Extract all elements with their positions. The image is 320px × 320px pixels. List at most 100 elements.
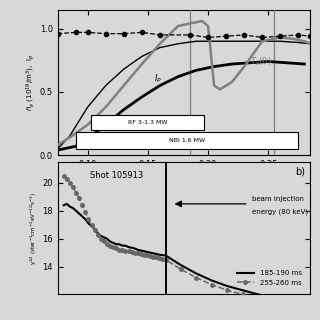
185-190 ms [130,246,133,250]
185-190 ms [105,237,109,241]
255-260 ms [241,292,244,296]
255-260 ms [225,288,229,292]
255-260 ms [124,249,127,253]
Text: $I_P$: $I_P$ [154,73,162,85]
255-260 ms [161,257,164,261]
185-190 ms [151,252,155,255]
255-260 ms [133,251,137,254]
185-190 ms [225,284,229,288]
255-260 ms [108,244,112,248]
185-190 ms [68,205,72,209]
185-190 ms [84,217,87,221]
Bar [91,115,204,130]
185-190 ms [271,295,275,299]
185-190 ms [302,300,306,303]
255-260 ms [99,237,103,241]
185-190 ms [142,249,146,253]
Text: beam injection: beam injection [252,196,304,203]
185-190 ms [256,292,260,296]
255-260 ms [96,233,100,236]
185-190 ms [111,241,115,245]
Legend: 185-190 ms, 255-260 ms: 185-190 ms, 255-260 ms [234,267,304,288]
185-190 ms [117,242,121,246]
Line: 255-260 ms: 255-260 ms [62,174,306,307]
185-190 ms [80,214,84,218]
185-190 ms [120,244,124,248]
255-260 ms [210,283,214,287]
255-260 ms [195,276,198,280]
255-260 ms [145,253,149,257]
255-260 ms [142,253,146,257]
255-260 ms [287,301,291,305]
185-190 ms [90,224,93,228]
Text: Shot 105913: Shot 105913 [91,171,144,180]
185-190 ms [161,253,164,257]
Bar [76,132,298,149]
255-260 ms [77,196,81,200]
255-260 ms [157,256,161,260]
255-260 ms [256,295,260,299]
185-190 ms [93,227,97,231]
X-axis label: TIME  (sec): TIME (sec) [157,174,211,185]
185-190 ms [139,249,143,252]
Y-axis label: $\bar{n}_e$ (10$^{19}$/m$^3$),  I$_P$: $\bar{n}_e$ (10$^{19}$/m$^3$), I$_P$ [25,54,37,111]
185-190 ms [133,246,137,250]
185-190 ms [62,203,66,207]
255-260 ms [120,248,124,252]
255-260 ms [117,248,121,252]
255-260 ms [154,256,158,260]
Text: energy (80 keV): energy (80 keV) [252,209,308,215]
255-260 ms [105,242,109,246]
255-260 ms [90,223,93,227]
185-190 ms [99,234,103,238]
255-260 ms [111,245,115,249]
185-190 ms [136,248,140,252]
Text: NBI 1.6 MW: NBI 1.6 MW [169,138,205,143]
255-260 ms [114,246,118,250]
Text: b): b) [295,166,305,176]
255-260 ms [86,217,90,221]
185-190 ms [102,236,106,239]
255-260 ms [102,240,106,244]
255-260 ms [151,255,155,259]
255-260 ms [65,177,69,181]
185-190 ms [74,209,78,213]
255-260 ms [164,258,167,261]
185-190 ms [124,244,127,248]
185-190 ms [210,278,214,282]
Text: $T_c(0)$: $T_c(0)$ [250,55,272,68]
185-190 ms [148,251,152,254]
255-260 ms [271,298,275,302]
255-260 ms [139,252,143,256]
185-190 ms [114,242,118,246]
185-190 ms [127,245,131,249]
255-260 ms [80,203,84,207]
185-190 ms [86,221,90,225]
255-260 ms [302,304,306,308]
185-190 ms [195,272,198,276]
255-260 ms [62,174,66,178]
255-260 ms [74,191,78,195]
185-190 ms [287,298,291,302]
185-190 ms [96,231,100,235]
255-260 ms [148,254,152,258]
255-260 ms [93,228,97,232]
185-190 ms [157,253,161,257]
Y-axis label: y$^{1/2}$ (ster$^{-1}$cm$^{-2}$eV$^{-3/2}$s$^{-1}$): y$^{1/2}$ (ster$^{-1}$cm$^{-2}$eV$^{-3/2… [29,192,39,265]
185-190 ms [164,253,167,257]
255-260 ms [68,181,72,185]
Line: 185-190 ms: 185-190 ms [64,204,304,301]
185-190 ms [77,212,81,216]
255-260 ms [179,268,183,271]
255-260 ms [71,185,75,189]
255-260 ms [84,210,87,214]
255-260 ms [127,249,131,253]
185-190 ms [108,240,112,244]
185-190 ms [145,250,149,254]
185-190 ms [71,206,75,210]
185-190 ms [241,288,244,292]
Text: RF 3-1.3 MW: RF 3-1.3 MW [128,120,168,125]
185-190 ms [179,263,183,267]
255-260 ms [130,250,133,254]
185-190 ms [65,202,69,206]
